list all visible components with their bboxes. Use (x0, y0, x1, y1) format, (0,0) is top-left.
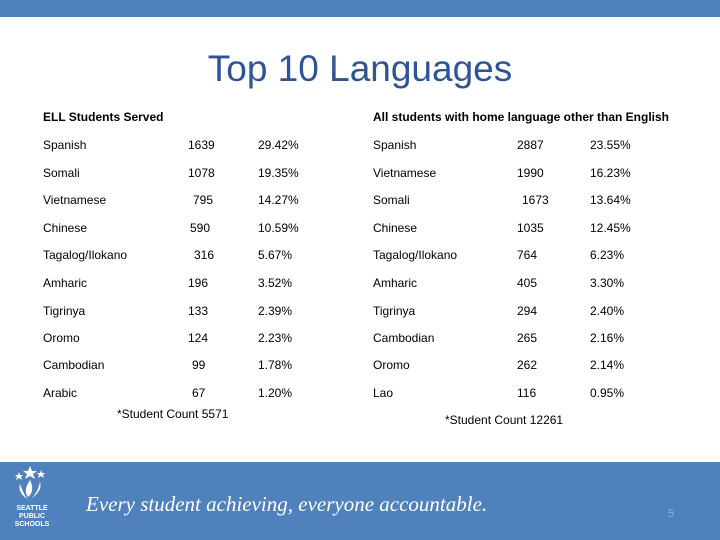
cell-language: Cambodian (373, 331, 435, 345)
logo-text: SEATTLE PUBLIC SCHOOLS (14, 505, 50, 528)
cell-language: Somali (43, 166, 80, 180)
cell-count: 590 (190, 221, 211, 235)
cell-percent: 1.20% (258, 386, 293, 400)
cell-percent: 3.30% (590, 276, 625, 290)
cell-percent: 5.67% (258, 248, 293, 262)
cell-percent: 13.64% (590, 193, 631, 207)
cell-percent: 6.23% (590, 248, 625, 262)
ell-student-count-note: *Student Count 5571 (117, 407, 229, 421)
cell-percent: 23.55% (590, 138, 631, 152)
cell-count: 1035 (517, 221, 544, 235)
page-number: 5 (668, 508, 675, 520)
slide-title: Top 10 Languages (207, 48, 513, 89)
all-student-count-note: *Student Count 12261 (445, 413, 564, 427)
cell-percent: 19.35% (258, 166, 299, 180)
cell-percent: 29.42% (258, 138, 299, 152)
footer-tagline: Every student achieving, everyone accoun… (86, 492, 488, 516)
cell-language: Chinese (43, 221, 88, 235)
cell-count: 116 (517, 386, 537, 400)
cell-percent: 16.23% (590, 166, 631, 180)
cell-percent: 3.52% (258, 276, 293, 290)
cell-count: 265 (517, 331, 538, 345)
cell-percent: 2.23% (258, 331, 293, 345)
footer-bar (0, 462, 720, 540)
cell-count: 1078 (188, 166, 215, 180)
cell-count: 1639 (188, 138, 215, 152)
cell-language: Cambodian (43, 358, 105, 372)
cell-language: Tigrinya (373, 304, 416, 318)
cell-count: 2887 (517, 138, 544, 152)
cell-percent: 1.78% (258, 358, 293, 372)
cell-count: 1990 (517, 166, 544, 180)
cell-language: Tagalog/Ilokano (43, 248, 128, 262)
cell-count: 124 (188, 331, 209, 345)
cell-percent: 2.16% (590, 331, 625, 345)
top-bar (0, 0, 720, 17)
cell-count: 795 (193, 193, 214, 207)
cell-language: Amharic (43, 276, 88, 290)
cell-language: Amharic (373, 276, 418, 290)
cell-language: Tagalog/Ilokano (373, 248, 458, 262)
cell-language: Lao (373, 386, 394, 400)
ell-table-header: ELL Students Served (43, 110, 164, 124)
cell-percent: 2.14% (590, 358, 625, 372)
cell-count: 294 (517, 304, 538, 318)
cell-percent: 0.95% (590, 386, 625, 400)
cell-count: 67 (192, 386, 206, 400)
all-students-table-header: All students with home language other th… (373, 110, 670, 124)
cell-count: 764 (517, 248, 538, 262)
cell-percent: 12.45% (590, 221, 631, 235)
cell-language: Vietnamese (373, 166, 437, 180)
cell-language: Chinese (373, 221, 418, 235)
cell-count: 316 (194, 248, 215, 262)
cell-language: Tigrinya (43, 304, 86, 318)
cell-language: Vietnamese (43, 193, 107, 207)
cell-percent: 14.27% (258, 193, 299, 207)
cell-language: Oromo (373, 358, 410, 372)
cell-language: Oromo (43, 331, 80, 345)
cell-count: 196 (188, 276, 209, 290)
cell-count: 1673 (522, 193, 549, 207)
cell-count: 405 (517, 276, 538, 290)
cell-count: 262 (517, 358, 538, 372)
cell-language: Spanish (43, 138, 87, 152)
cell-percent: 2.40% (590, 304, 625, 318)
cell-percent: 10.59% (258, 221, 299, 235)
cell-percent: 2.39% (258, 304, 293, 318)
cell-language: Spanish (373, 138, 417, 152)
cell-count: 133 (188, 304, 209, 318)
seattle-public-schools-logo-icon (15, 466, 45, 500)
cell-count: 99 (192, 358, 206, 372)
cell-language: Somali (373, 193, 410, 207)
cell-language: Arabic (43, 386, 78, 400)
